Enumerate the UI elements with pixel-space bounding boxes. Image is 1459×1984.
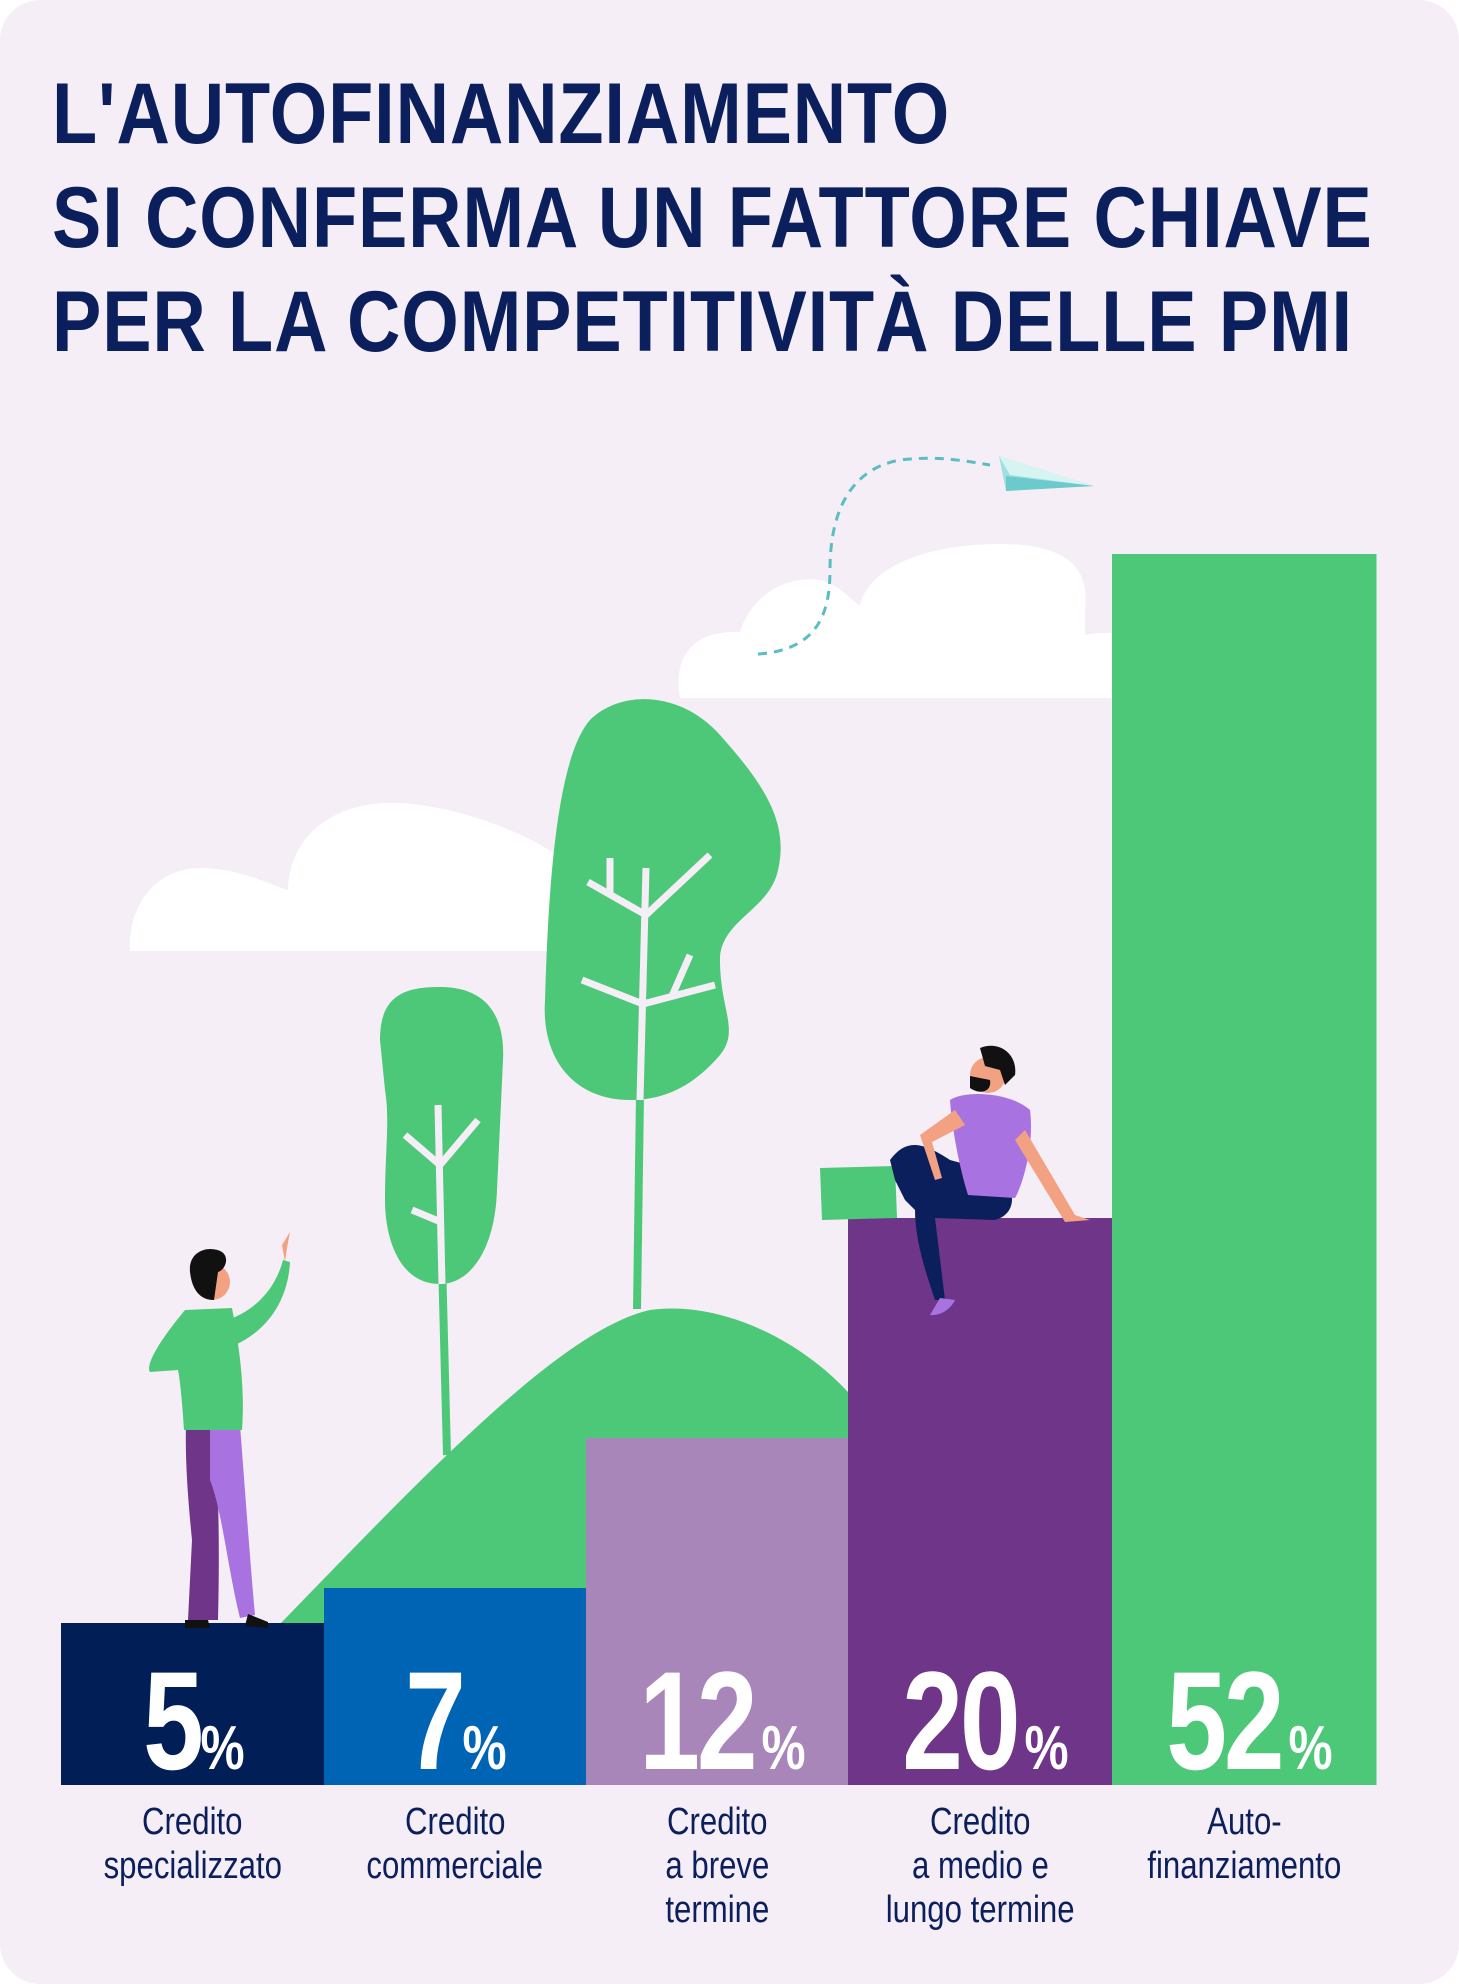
data-label: 52% [1112,1640,1376,1799]
laptop-icon [820,1166,897,1220]
title-line-1: L'AUTOFINANZIAMENTO [52,66,951,162]
data-label: 12% [586,1640,848,1799]
cloud-icon [678,544,1176,698]
category-label-line: a breve [665,1845,769,1887]
data-label-unit: % [462,1714,507,1783]
category-label: Credito a medio e lungo termine [828,1800,1132,1932]
category-label-line: a medio e [911,1845,1049,1887]
data-label: 5% [61,1640,324,1799]
data-label-unit: % [761,1714,806,1783]
tree-icon [544,699,781,1310]
category-label: Credito a breve termine [566,1800,868,1932]
page-title: L'AUTOFINANZIAMENTO SI CONFERMA UN FATTO… [52,62,1373,374]
category-label-line: lungo termine [885,1889,1075,1931]
category-label-line: commerciale [366,1845,544,1887]
data-label-value: 52 [1165,1642,1284,1799]
category-label-line: termine [665,1889,769,1931]
bar-5 [1112,554,1377,1785]
sitting-person-icon [820,1045,1090,1316]
paper-plane-icon [999,456,1094,491]
bars-group [61,554,1377,1785]
category-label-line: Credito [404,1801,506,1843]
standing-person-icon [149,1232,290,1628]
category-label-line: Credito [142,1801,243,1843]
category-label: Credito specializzato [41,1800,344,1888]
category-label: Auto-finanziamento [1092,1800,1396,1888]
data-label-value: 5 [143,1642,204,1799]
title-line-3: PER LA COMPETITIVITÀ DELLE PMI [52,274,1353,370]
data-label-unit: % [200,1714,245,1783]
title-line-2: SI CONFERMA UN FATTORE CHIAVE [52,170,1373,266]
bar-4 [848,1218,1113,1785]
category-label-line: finanziamento [1146,1845,1342,1887]
category-label-line: specializzato [103,1845,282,1887]
cloud-icon [129,803,558,951]
data-label-unit: % [1024,1714,1069,1783]
paper-plane-trail [757,456,991,656]
data-label-value: 7 [405,1642,467,1799]
category-label-line: Auto- [1206,1801,1282,1843]
data-label: 7% [324,1640,586,1799]
data-label-value: 20 [901,1642,1020,1799]
tree-icon [380,987,504,1456]
bar-3 [586,1438,849,1785]
category-label-line: Credito [929,1801,1031,1843]
bar-1 [61,1623,325,1785]
data-label-unit: % [1288,1714,1333,1783]
data-label-value: 12 [638,1642,757,1799]
bar-2 [324,1588,587,1785]
category-label-line: Credito [666,1801,768,1843]
data-label: 20% [848,1640,1112,1799]
category-label: Credito commerciale [304,1800,606,1888]
